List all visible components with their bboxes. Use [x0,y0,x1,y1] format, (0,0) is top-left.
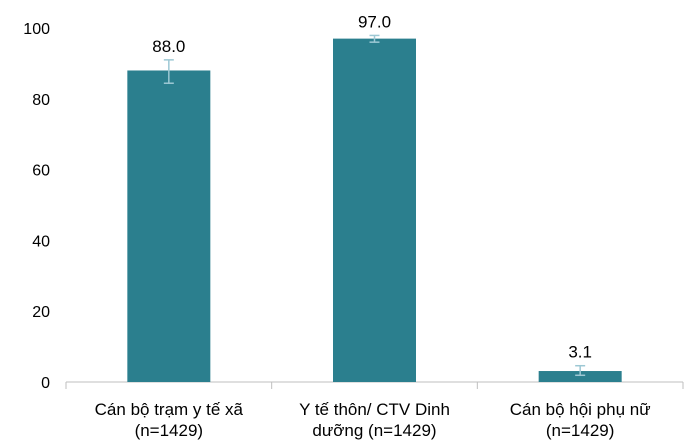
y-tick-label: 20 [32,304,50,321]
y-axis: 0 20 40 60 80 100 [23,21,50,392]
y-tick-label: 100 [23,21,50,38]
y-tick-label: 40 [32,233,50,250]
x-category-label: Cán bộ trạm y tế xã (n=1429) [95,400,244,440]
data-label: 3.1 [568,343,592,362]
y-tick-label: 80 [32,92,50,109]
error-bars [163,34,586,377]
error-bar [163,59,174,84]
y-tick-label: 60 [32,163,50,180]
data-labels: 88.0 97.0 3.1 [152,12,592,361]
x-category-label: Y tế thôn/ CTV Dinh dưỡng (n=1429) [299,400,450,440]
data-label: 97.0 [358,12,391,31]
error-bar [575,364,586,377]
x-category-label: Cán bộ hội phụ nữ (n=1429) [510,400,651,440]
bar [538,371,622,382]
y-tick-label: 0 [41,375,50,392]
category-labels: Cán bộ trạm y tế xã (n=1429) Y tế thôn/ CT… [95,400,651,440]
data-label: 88.0 [152,37,185,56]
bar [333,38,416,383]
bar [127,70,211,382]
bars [127,38,622,383]
error-bar [369,34,380,43]
x-axis [65,381,684,389]
